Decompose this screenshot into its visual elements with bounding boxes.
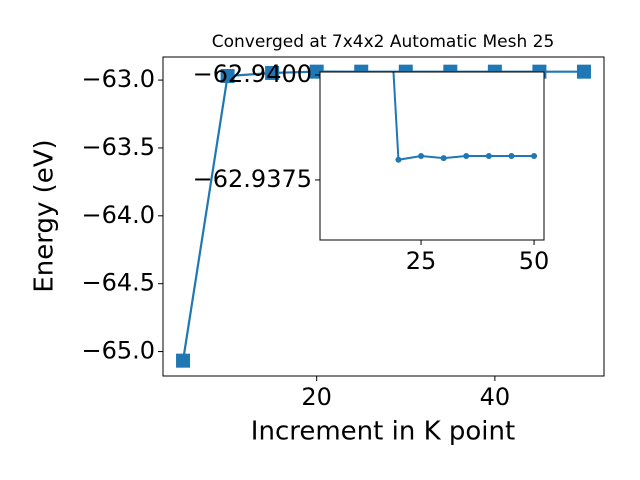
plot [392, 72, 538, 163]
y-tick-label: −62.9400 [193, 60, 312, 88]
marker [176, 353, 191, 368]
axes-frame [319, 71, 545, 241]
marker [463, 153, 470, 159]
x-tick-label: 20 [301, 383, 332, 411]
marker [576, 64, 591, 79]
marker [485, 153, 492, 159]
marker [220, 69, 235, 84]
y-axis-label: Energy (eV) [30, 139, 60, 292]
y-tick-label: −64.0 [81, 201, 155, 229]
marker [508, 153, 515, 159]
series-line [392, 72, 535, 161]
y-tick-label: −63.0 [81, 65, 155, 93]
marker [440, 155, 447, 162]
x-axis-label: Increment in K point [251, 417, 515, 447]
axes-frame [162, 56, 605, 377]
chart-title: Converged at 7x4x2 Automatic Mesh 25 [212, 32, 555, 52]
x-tick-label: 50 [519, 247, 550, 275]
marker [265, 65, 280, 80]
y-tick-label: −62.9375 [193, 165, 312, 193]
x-tick-label: 40 [480, 383, 511, 411]
marker [531, 153, 538, 159]
y-tick-label: −64.5 [81, 269, 155, 297]
x-tick-label: 25 [406, 247, 437, 275]
marker [418, 153, 425, 159]
marker [395, 156, 402, 163]
y-tick-label: −63.5 [81, 133, 155, 161]
y-tick-label: −65.0 [81, 337, 155, 365]
